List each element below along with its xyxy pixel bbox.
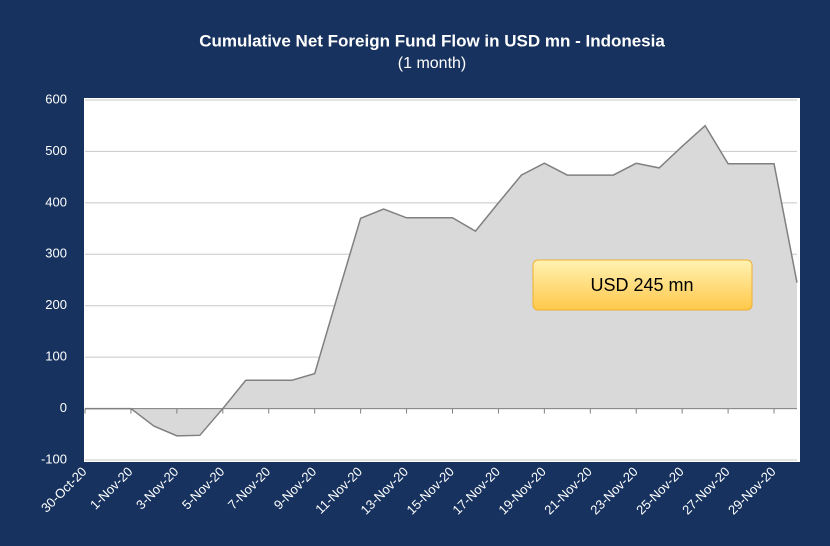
- chart-subtitle: (1 month): [398, 55, 466, 72]
- x-tick-label: 21-Nov-20: [541, 464, 595, 518]
- y-tick-label: -100: [41, 451, 67, 466]
- line: [85, 124, 798, 437]
- x-tick-label: 17-Nov-20: [449, 464, 503, 518]
- x-tick-label: 19-Nov-20: [495, 464, 549, 518]
- x-tick-label: 30-Oct-20: [38, 464, 89, 515]
- x-tick-label: 5-Nov-20: [179, 464, 227, 512]
- x-tick-label: 11-Nov-20: [312, 464, 365, 517]
- annotation: USD 245 mn: [590, 275, 693, 295]
- x-tick-label: 15-Nov-20: [404, 464, 458, 518]
- y-tick-label: 100: [45, 349, 67, 364]
- x-tick-label: 3-Nov-20: [133, 464, 181, 512]
- y-tick-label: 0: [60, 400, 67, 415]
- x-tick-label: 27-Nov-20: [679, 464, 733, 518]
- y-tick-label: 500: [45, 143, 67, 158]
- y-tick-label: 600: [45, 91, 67, 106]
- y-tick-label: 200: [45, 297, 67, 312]
- x-tick-label: 13-Nov-20: [358, 464, 412, 518]
- x-tick-label: 7-Nov-20: [225, 464, 273, 512]
- area: [85, 125, 797, 436]
- x-tick-label: 1-Nov-20: [87, 464, 135, 512]
- y-tick-label: 400: [45, 194, 67, 209]
- y-tick-label: 300: [45, 246, 67, 261]
- x-tick-label: 9-Nov-20: [271, 464, 319, 512]
- annotation-box: [532, 259, 753, 311]
- x-tick-label: 25-Nov-20: [633, 464, 687, 518]
- x-tick-label: 23-Nov-20: [587, 464, 641, 518]
- x-tick-label: 29-Nov-20: [725, 464, 779, 518]
- chart-title: Cumulative Net Foreign Fund Flow in USD …: [199, 31, 665, 50]
